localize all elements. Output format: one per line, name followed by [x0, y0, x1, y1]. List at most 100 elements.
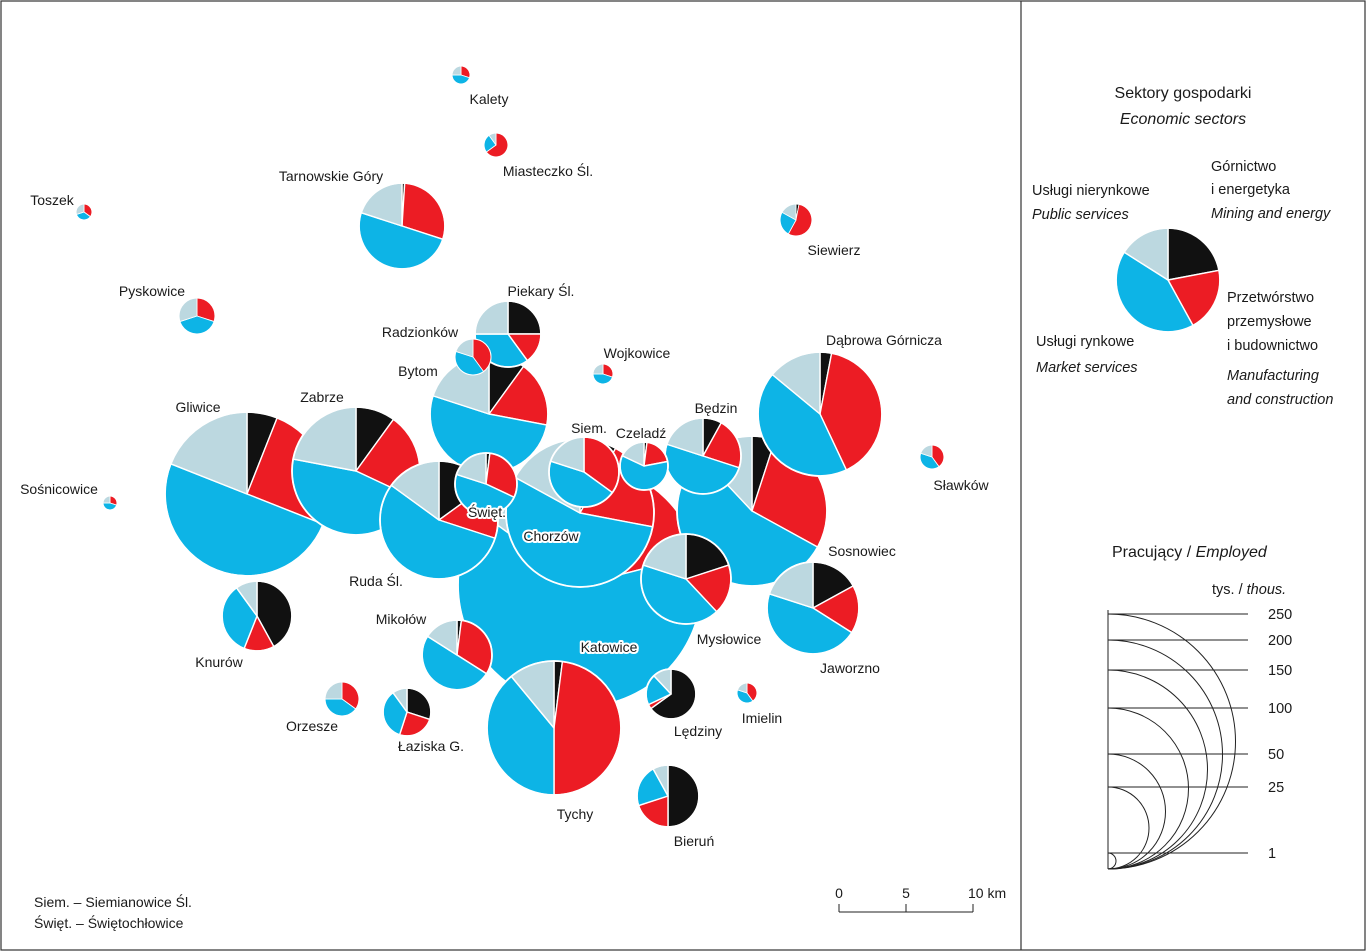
label-dabrowa-gornicza: Dąbrowa Górnicza: [826, 332, 942, 348]
pie-myslowice: [640, 533, 732, 625]
pie-knurow-outline: [221, 580, 293, 652]
label-kalety: Kalety: [470, 91, 509, 107]
label-myslowice: Mysłowice: [697, 631, 762, 647]
label-bedzin: Będzin: [695, 400, 738, 416]
legend-manufacturing-pl-3: i budownictwo: [1227, 338, 1318, 354]
pie-kalety: [451, 65, 471, 85]
label-knurow: Knurów: [195, 654, 243, 670]
legend-market-en: Market services: [1036, 360, 1138, 376]
size-arc-100: [1107, 707, 1189, 870]
label-tarnowskie-gory: Tarnowskie Góry: [279, 168, 383, 184]
scale-tick-0: 0: [835, 885, 843, 901]
pie-slawkow: [919, 444, 945, 470]
pie-kalety-outline: [451, 65, 471, 85]
size-legend-arcs: 250 200 150 100 50 25 1: [1107, 607, 1292, 870]
pie-miasteczko-sl: [483, 132, 509, 158]
label-katowice: Katowice: [581, 639, 638, 655]
pie-pyskowice: [178, 297, 216, 335]
pie-radzionkow: [454, 338, 492, 376]
pie-bierun-outline: [636, 764, 700, 828]
pie-laziska-g-outline: [382, 687, 432, 737]
footnote-siem: Siem. – Siemianowice Śl.: [34, 893, 192, 910]
size-label-50: 50: [1268, 747, 1284, 763]
legend-public-en: Public services: [1032, 207, 1129, 223]
pie-slawkow-outline: [919, 444, 945, 470]
scale-tick-5: 5: [902, 885, 910, 901]
label-siewierz: Siewierz: [808, 242, 861, 258]
legend-manufacturing-pl-2: przemysłowe: [1227, 314, 1312, 330]
size-label-200: 200: [1268, 633, 1292, 649]
pie-pyskowice-outline: [178, 297, 216, 335]
size-arc-25: [1107, 786, 1150, 870]
size-legend-title: Pracujący / Employed: [1112, 544, 1268, 561]
legend-market-pl: Usługi rynkowe: [1036, 334, 1134, 350]
sector-legend: Sektory gospodarki Economic sectors Górn…: [1032, 85, 1333, 408]
pie-orzesze-outline: [324, 681, 360, 717]
sector-legend-title-pl: Sektory gospodarki: [1115, 85, 1252, 102]
pie-wojkowice-outline: [592, 363, 614, 385]
label-gliwice: Gliwice: [175, 399, 220, 415]
label-czeladz: Czeladź: [616, 425, 667, 441]
label-jaworzno: Jaworzno: [820, 660, 880, 676]
pie-knurow: [221, 580, 293, 652]
pie-bierun: [636, 764, 700, 828]
label-sosnicowice: Sośnicowice: [20, 481, 98, 497]
size-label-150: 150: [1268, 663, 1292, 679]
scale-tick-10: 10 km: [968, 885, 1006, 901]
size-arc-250: [1107, 613, 1236, 870]
pie-siewierz-outline: [779, 203, 813, 237]
label-ledziny: Lędziny: [674, 723, 722, 739]
label-imielin: Imielin: [742, 710, 782, 726]
pie-toszek-outline: [75, 203, 93, 221]
city-pies: [75, 65, 945, 828]
pie-mikolow-outline: [421, 619, 493, 691]
pie-swiet-outline: [454, 452, 518, 516]
label-ruda-sl: Ruda Śl.: [349, 572, 403, 589]
pie-dabrowa-gornicza: [757, 351, 883, 477]
label-siem: Siem.: [571, 420, 607, 436]
label-laziska-g: Łaziska G.: [398, 738, 464, 754]
pie-swiet: [454, 452, 518, 516]
label-chorzow: Chorzów: [523, 528, 579, 544]
legend-public-pl: Usługi nierynkowe: [1032, 183, 1150, 199]
pie-siem: [548, 436, 620, 508]
size-legend-unit: tys. / thous.: [1212, 582, 1286, 598]
pie-laziska-g: [382, 687, 432, 737]
label-swiet: Święt.: [468, 503, 506, 520]
label-wojkowice: Wojkowice: [604, 345, 671, 361]
pie-dabrowa-gornicza-outline: [757, 351, 883, 477]
pie-siem-outline: [548, 436, 620, 508]
pie-imielin: [736, 682, 758, 704]
label-tychy: Tychy: [557, 806, 594, 822]
size-legend: Pracujący / Employed tys. / thous. 250 20…: [1107, 544, 1292, 870]
size-legend-unit-pl: tys. /: [1212, 582, 1247, 598]
pie-tychy-outline: [486, 660, 622, 796]
pie-tarnowskie-gory: [358, 182, 446, 270]
legend-mining-en: Mining and energy: [1211, 206, 1331, 222]
size-label-250: 250: [1268, 607, 1292, 623]
pie-piekary-sl: [474, 300, 542, 368]
pie-ruda-sl-outline: [379, 460, 499, 580]
pie-ledziny-outline: [645, 668, 697, 720]
label-slawkow: Sławków: [933, 477, 989, 493]
legend-pie-outline: [1115, 227, 1221, 333]
scale-bar: 0 5 10 km: [835, 885, 1006, 913]
label-radzionkow: Radzionków: [382, 324, 459, 340]
pie-gliwice: [164, 411, 330, 577]
pie-piekary-sl-outline: [474, 300, 542, 368]
legend-manufacturing-en-1: Manufacturing: [1227, 368, 1319, 384]
pie-mikolow: [421, 619, 493, 691]
pie-imielin-outline: [736, 682, 758, 704]
label-zabrze: Zabrze: [300, 389, 344, 405]
size-legend-title-en: Employed: [1196, 544, 1268, 561]
label-miasteczko-sl: Miasteczko Śl.: [503, 162, 593, 179]
size-label-100: 100: [1268, 701, 1292, 717]
legend-manufacturing-pl-1: Przetwórstwo: [1227, 290, 1314, 306]
legend-example-pie: [1115, 227, 1221, 333]
label-piekary-sl: Piekary Śl.: [508, 282, 575, 299]
pie-tarnowskie-gory-outline: [358, 182, 446, 270]
footnote-swiet: Święt. – Świętochłowice: [34, 914, 184, 931]
legend-mining-pl-2: i energetyka: [1211, 182, 1291, 198]
pie-wojkowice: [592, 363, 614, 385]
